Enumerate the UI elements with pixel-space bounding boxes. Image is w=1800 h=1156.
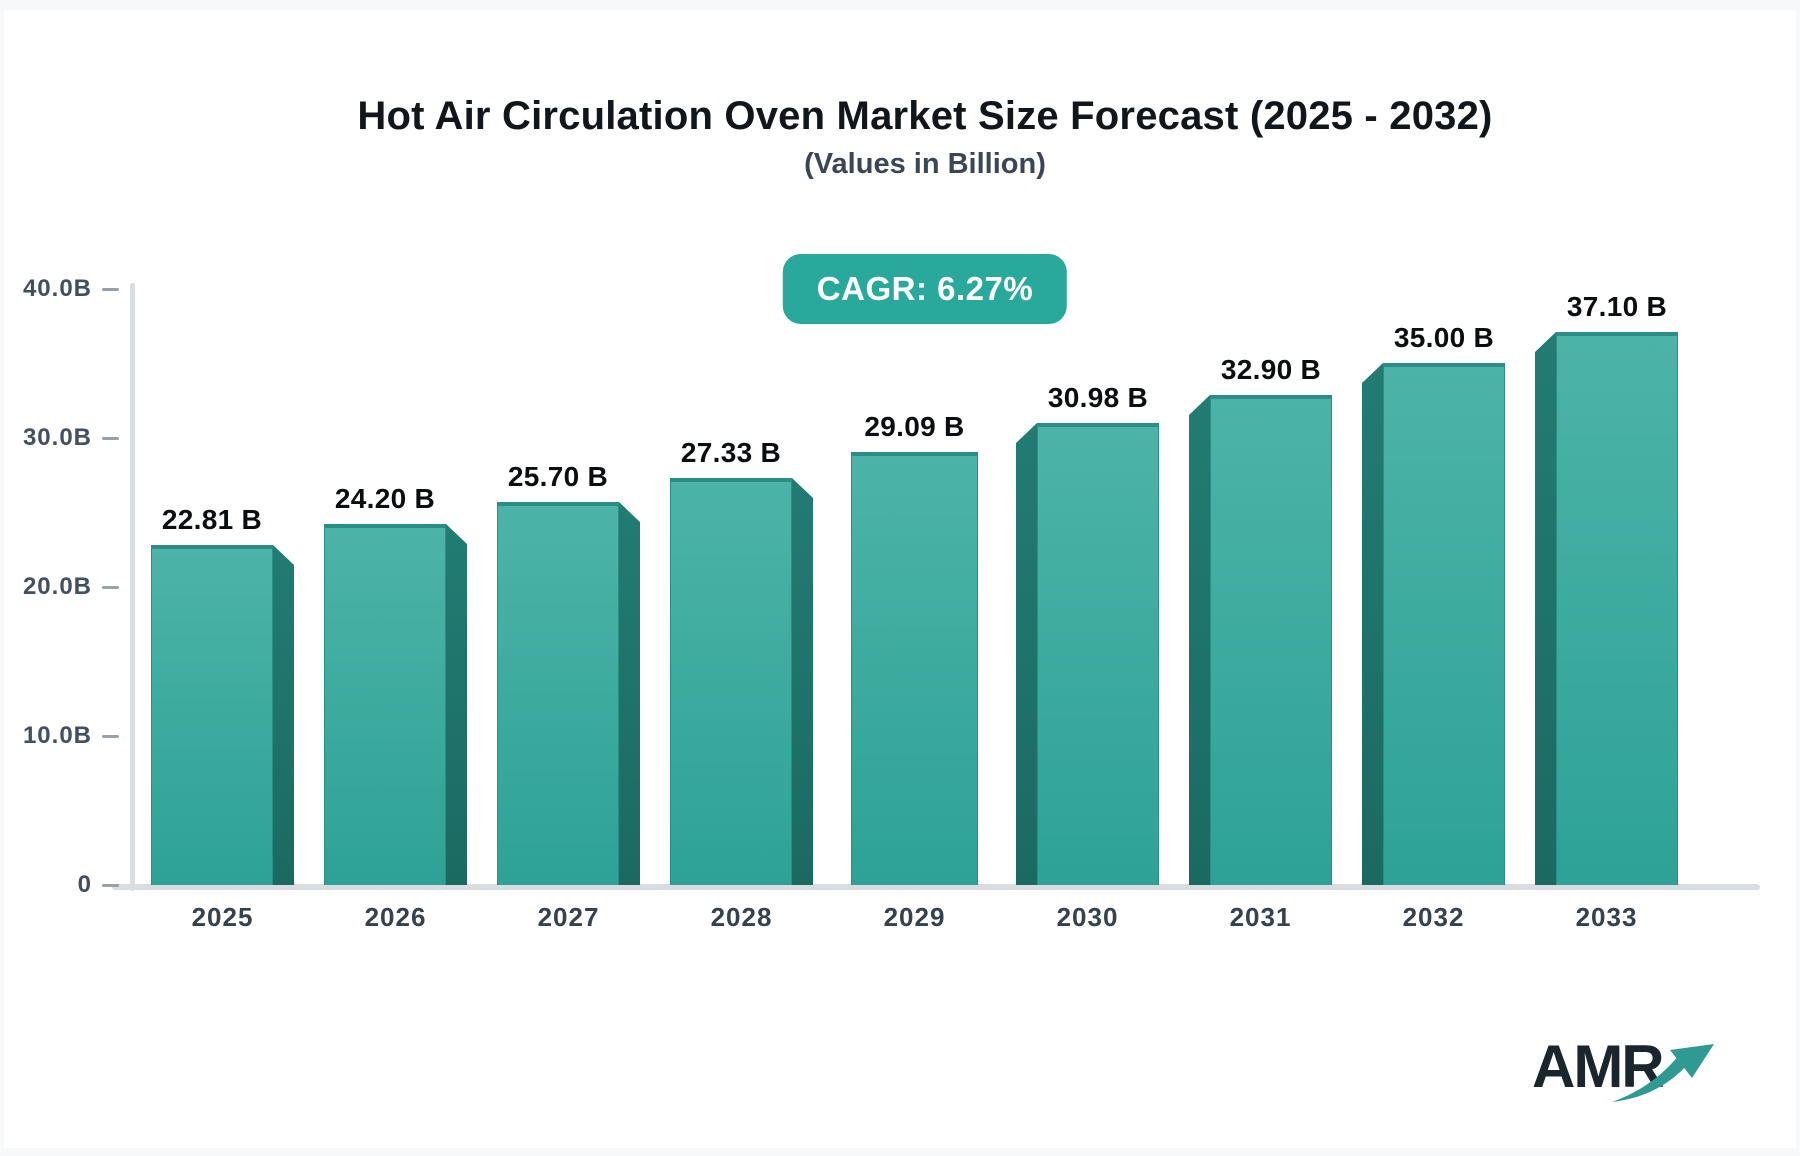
- bar-value-label: 29.09 B: [864, 411, 965, 442]
- bar-side-shadow: [792, 478, 813, 885]
- y-axis-label-20.0B: 20.0B: [22, 573, 92, 600]
- bar-face: [151, 545, 273, 885]
- bar-value-label: 32.90 B: [1220, 354, 1322, 385]
- bar-face: [497, 502, 619, 885]
- y-axis-label-10.0B: 10.0B: [22, 722, 92, 749]
- bar-2031: 32.90 B: [1189, 354, 1332, 885]
- bar-face: [324, 524, 446, 885]
- bar-2028: 27.33 B: [670, 437, 813, 885]
- y-axis-tick: [102, 288, 119, 291]
- x-axis-label-2025: 2025: [191, 902, 254, 932]
- bar-2033: 37.10 B: [1535, 291, 1678, 885]
- bar-side-shadow: [273, 545, 294, 885]
- bar-face: [1210, 395, 1332, 885]
- x-axis-label-2030: 2030: [1056, 902, 1119, 932]
- chart-title: Hot Air Circulation Oven Market Size For…: [357, 94, 1493, 138]
- bar-2029: 29.09 B: [843, 411, 986, 885]
- y-axis-tick: [102, 735, 119, 738]
- chart-subtitle: (Values in Billion): [804, 148, 1046, 180]
- y-axis-tick: [102, 586, 119, 589]
- bar-value-label: 30.98 B: [1047, 382, 1149, 413]
- bar-value-label: 35.00 B: [1393, 322, 1495, 353]
- y-axis-line: [130, 283, 135, 891]
- bar-side-shadow: [446, 524, 467, 885]
- x-axis-label-2027: 2027: [537, 902, 600, 932]
- bar-side-shadow: [619, 502, 640, 885]
- bar-value-label: 24.20 B: [334, 483, 436, 514]
- bar-face: [670, 478, 792, 885]
- x-axis-label-2032: 2032: [1402, 902, 1465, 932]
- y-axis-label-40.0B: 40.0B: [22, 275, 92, 302]
- bar-2027: 25.70 B: [497, 461, 640, 885]
- y-axis-tick: [102, 884, 119, 887]
- x-axis-label-2029: 2029: [883, 902, 946, 932]
- bar-face: [1037, 423, 1159, 885]
- bar-2030: 30.98 B: [1016, 382, 1159, 885]
- x-axis-label-2031: 2031: [1229, 902, 1292, 932]
- bar-face: [1383, 363, 1505, 885]
- bar-2025: 22.81 B: [151, 504, 294, 885]
- bar-side-shadow: [1535, 332, 1556, 885]
- y-axis-tick: [102, 437, 119, 440]
- cagr-badge: CAGR: 6.27%: [782, 254, 1068, 324]
- bar-side-shadow: [1362, 363, 1383, 885]
- x-axis-label-2028: 2028: [710, 902, 773, 932]
- bar-value-label: 37.10 B: [1566, 291, 1668, 322]
- bar-2032: 35.00 B: [1362, 322, 1505, 885]
- bar-face: [851, 452, 978, 885]
- y-axis-label-0: 0: [77, 871, 92, 898]
- x-axis-label-2033: 2033: [1575, 902, 1638, 932]
- growth-arrow-icon: [1612, 1044, 1714, 1102]
- plot-area: 22.81 B 24.20 B 25.70 B 27.33 B 29.09 B 30.98…: [134, 289, 1774, 885]
- y-axis-label-30.0B: 30.0B: [22, 424, 92, 451]
- bar-side-shadow: [1189, 395, 1210, 885]
- bar-face: [1556, 332, 1678, 885]
- bar-2026: 24.20 B: [324, 483, 467, 885]
- amr-logo: AMR: [1532, 1032, 1722, 1112]
- x-axis-label-2026: 2026: [364, 902, 427, 932]
- bar-value-label: 25.70 B: [507, 461, 609, 492]
- bar-side-shadow: [1016, 423, 1037, 885]
- bar-value-label: 22.81 B: [161, 504, 263, 535]
- bar-value-label: 27.33 B: [680, 437, 782, 468]
- cagr-badge-label: CAGR: 6.27%: [816, 270, 1034, 307]
- x-axis-line: [112, 884, 1760, 890]
